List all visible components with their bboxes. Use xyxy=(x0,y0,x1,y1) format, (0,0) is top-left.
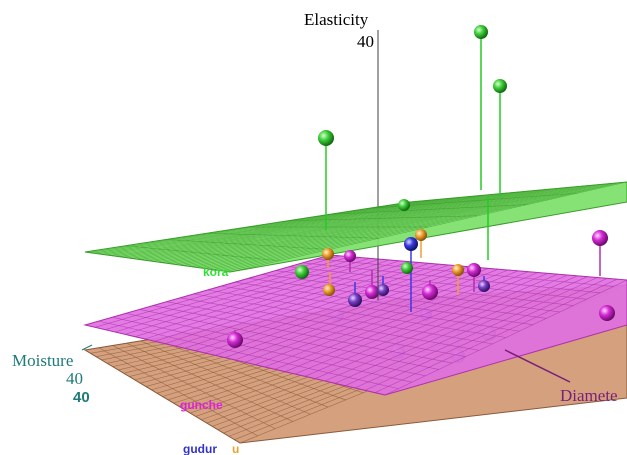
points-upper xyxy=(318,25,608,262)
grid-line-gunche xyxy=(98,320,399,389)
data-point xyxy=(478,280,490,292)
moisture-axis-title: Moisture xyxy=(12,351,73,370)
grid-line-gunche xyxy=(234,281,533,326)
grid-line-guduru xyxy=(112,345,276,429)
grid-line-gunche xyxy=(221,285,520,332)
data-point xyxy=(404,237,418,251)
data-point xyxy=(599,305,615,321)
grid-line-kora xyxy=(84,251,231,273)
data-point xyxy=(323,284,335,296)
stems-upper xyxy=(325,32,501,260)
elasticity-axis-tick: 40 xyxy=(357,32,374,51)
data-point xyxy=(467,263,481,277)
grid-line-gunche xyxy=(125,313,426,377)
grid-line-kora xyxy=(206,232,379,239)
grid-line-gunche xyxy=(152,305,453,364)
grid-line-gunche xyxy=(193,293,493,345)
grid-line-kora xyxy=(288,215,479,222)
grid-line-kora xyxy=(125,245,280,262)
plane-label-guduru-part2: u xyxy=(232,442,239,455)
moisture-axis-tick: 40 xyxy=(66,369,83,388)
grid-line-gunche xyxy=(207,289,507,338)
data-point xyxy=(422,284,438,300)
grid-line-gunche xyxy=(248,278,547,319)
grid-line-gunche xyxy=(289,266,587,300)
grid-line-gunche xyxy=(84,324,386,396)
grid-line-gunche xyxy=(139,309,439,370)
data-point xyxy=(493,79,507,93)
plane-label-gunche: gunche xyxy=(180,398,223,412)
grid-line-gunche xyxy=(180,297,480,351)
grid-line-kora xyxy=(409,181,627,203)
data-point xyxy=(415,229,427,241)
elasticity-axis-title: Elasticity xyxy=(304,10,369,29)
diameter-axis: Diamete xyxy=(504,349,618,405)
grid-line-gunche xyxy=(112,316,412,383)
grid-line-kora xyxy=(166,239,330,250)
data-point xyxy=(474,25,488,39)
grid-line-guduru xyxy=(98,347,258,437)
data-point xyxy=(318,130,334,146)
plane-gunche xyxy=(83,254,627,396)
grid-line-gunche xyxy=(166,301,466,357)
data-point xyxy=(295,265,309,279)
plane-label-guduru-part1: gudur xyxy=(183,442,217,455)
grid-line-guduru xyxy=(154,338,329,408)
grid-line-guduru xyxy=(126,342,293,422)
data-point xyxy=(365,285,379,299)
data-point xyxy=(322,248,334,260)
plane-kora xyxy=(84,181,627,273)
moisture-axis-tick-bold: 40 xyxy=(73,389,90,406)
data-point xyxy=(401,262,413,274)
grid-line-guduru xyxy=(84,349,241,444)
grid-line-guduru xyxy=(140,340,311,415)
data-point xyxy=(452,264,464,276)
diameter-axis-title: Diamete xyxy=(560,386,618,405)
points-middle xyxy=(227,262,615,348)
grid-line-gunche xyxy=(302,262,601,294)
data-point xyxy=(398,199,410,211)
data-point xyxy=(377,284,389,296)
moisture-axis: Moisture 40 40 xyxy=(12,344,93,406)
data-point xyxy=(344,250,356,262)
plane-label-kora: kora xyxy=(203,265,229,279)
data-point xyxy=(227,332,243,348)
data-point xyxy=(592,230,608,246)
grid-line-gunche xyxy=(316,258,614,287)
plane-label-guduru: gudur u xyxy=(183,442,239,455)
elasticity-axis: Elasticity 40 xyxy=(304,10,379,300)
grid-line-kora xyxy=(328,204,528,215)
data-point xyxy=(348,293,362,307)
